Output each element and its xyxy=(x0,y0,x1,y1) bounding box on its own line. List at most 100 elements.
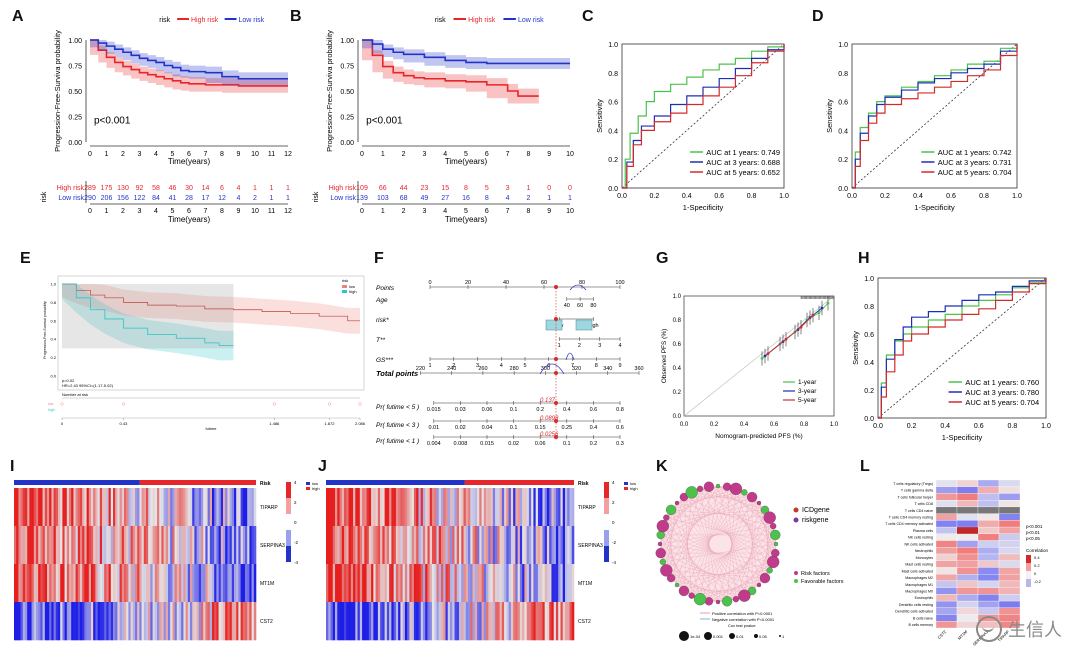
heatmap-cell xyxy=(479,602,482,641)
heatmap-cell xyxy=(382,602,385,641)
heatmap-cell xyxy=(335,602,338,641)
risk-table-cell: 3 xyxy=(506,185,510,192)
heatmap-cell xyxy=(483,488,487,527)
correlation-edge xyxy=(708,486,753,591)
heatmap-cell xyxy=(341,488,345,527)
heatmap-cell xyxy=(157,526,160,565)
scale-tick-label: -2 xyxy=(294,540,298,545)
correlation-edge xyxy=(659,543,745,596)
row-label: Macrophages M0 xyxy=(905,590,933,594)
heatmap-cell xyxy=(194,526,197,565)
heatmap-cell xyxy=(445,526,449,565)
correlation-cell xyxy=(956,580,979,588)
correlation-edge xyxy=(744,492,760,586)
x-tick-label: 3 xyxy=(138,151,142,158)
correlation-edge xyxy=(708,486,770,518)
heatmap-cell xyxy=(245,526,248,565)
correlation-cell xyxy=(956,500,979,508)
correlation-cell xyxy=(977,574,1000,582)
heatmap-cell xyxy=(526,488,530,527)
heatmap-cell xyxy=(249,526,252,565)
heatmap-cell xyxy=(411,526,415,565)
heatmap-cell xyxy=(463,526,467,565)
nomogram-tick-label: 0.2 xyxy=(536,407,544,413)
heatmap-cell xyxy=(179,488,182,527)
heatmap-cell xyxy=(253,602,257,641)
heatmap-cell xyxy=(416,488,419,527)
heatmap-cell xyxy=(362,526,365,565)
x-tick-label: 8 xyxy=(526,151,530,158)
scale-tick-label: -4 xyxy=(612,560,616,565)
risk-table-cell: 12 xyxy=(218,195,226,202)
risk-table-cell: 1 xyxy=(568,195,572,202)
x-tick-label: 2.086 xyxy=(355,421,366,426)
heatmap-cell xyxy=(93,564,96,603)
heatmap-cell xyxy=(416,564,419,603)
panel-label-b: B xyxy=(290,8,302,25)
heatmap-cell xyxy=(386,488,390,527)
heatmap-cell xyxy=(247,564,250,603)
heatmap-cell xyxy=(179,564,182,603)
correlation-cell xyxy=(998,567,1021,575)
heatmap-cell xyxy=(64,488,68,527)
heatmap-cell xyxy=(501,564,505,603)
heatmap-cell xyxy=(513,488,516,527)
risk-table-xtick: 6 xyxy=(187,208,191,215)
heatmap-cell xyxy=(187,602,191,641)
y-tick-label: 1.0 xyxy=(838,42,848,49)
heatmap-cell xyxy=(192,564,195,603)
heatmap-cell xyxy=(404,564,408,603)
correlation-cell xyxy=(956,567,979,575)
network-node xyxy=(688,592,695,599)
risk-table-xtick: 10 xyxy=(566,208,574,215)
heatmap-cell xyxy=(551,602,555,641)
heatmap-cell xyxy=(456,526,460,565)
x-tick-label: 6 xyxy=(485,151,489,158)
heatmap-cell xyxy=(411,488,415,527)
heatmap-cell xyxy=(95,564,98,603)
x-tick-label: 3 xyxy=(422,151,426,158)
correlation-cell xyxy=(977,587,1000,595)
heatmap-cell xyxy=(192,526,195,565)
heatmap-cell xyxy=(170,488,173,527)
x-tick-label: 8 xyxy=(220,151,224,158)
heatmap-cell xyxy=(183,602,186,641)
correlation-cell xyxy=(956,506,979,514)
heatmap-cell xyxy=(22,526,26,565)
row-label: T cells CD4 naive xyxy=(905,509,933,513)
heatmap-cell xyxy=(348,526,352,565)
heatmap-cell xyxy=(240,488,244,527)
y-tick-label: 0.8 xyxy=(864,304,874,311)
heatmap-cell xyxy=(490,526,494,565)
heatmap-cell xyxy=(20,564,24,603)
heatmap-cell xyxy=(517,564,521,603)
heatmap-cell xyxy=(183,488,186,527)
heatmap-cell xyxy=(146,564,149,603)
heatmap-cell xyxy=(20,602,24,641)
heatmap-cell xyxy=(62,564,65,603)
legend-title: risk xyxy=(435,17,446,24)
nomogram-tick-label: 4 xyxy=(618,343,621,349)
heatmap-cell xyxy=(454,488,458,527)
heatmap-cell xyxy=(29,602,32,641)
heatmap-cell xyxy=(549,564,552,603)
heatmap-cell xyxy=(93,488,96,527)
risk-table-cell: 46 xyxy=(169,185,177,192)
nomogram-tick-label: 0.1 xyxy=(510,425,518,431)
correlation-cell-strong xyxy=(957,527,978,534)
heatmap-cell xyxy=(102,488,105,527)
nomogram-tick-label: 340 xyxy=(603,366,612,372)
correlation-cell xyxy=(935,520,958,528)
heatmap-cell xyxy=(395,602,399,641)
correlation-edge xyxy=(676,488,701,586)
y-axis-label: Sensitivity xyxy=(595,99,604,133)
heatmap-cell xyxy=(562,564,566,603)
nomogram-tick-label: 0.04 xyxy=(482,425,493,431)
heatmap-cell xyxy=(440,602,444,641)
series-line-low xyxy=(90,39,288,80)
heatmap-cell xyxy=(214,488,217,527)
nomogram-tick-label: 220 xyxy=(416,366,425,372)
heatmap-cell xyxy=(477,602,480,641)
heatmap-cell xyxy=(174,602,178,641)
